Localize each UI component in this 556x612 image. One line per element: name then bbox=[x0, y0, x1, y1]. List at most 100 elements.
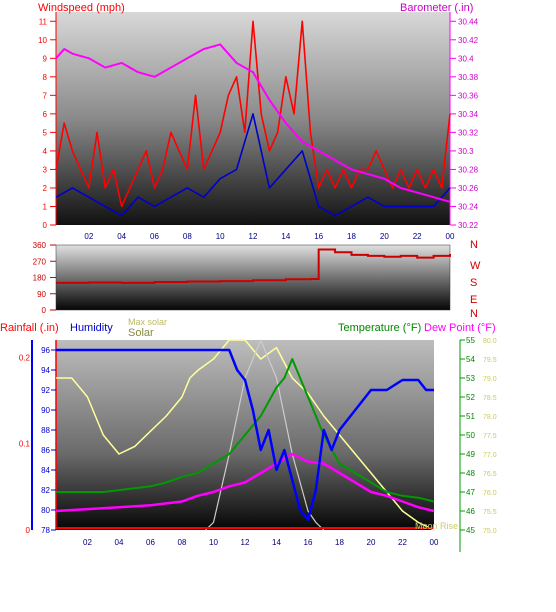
wind-y-tick-label: 9 bbox=[43, 54, 48, 63]
temp-y-tick-label: 52 bbox=[466, 393, 475, 402]
rain-y-tick-label: 0 bbox=[26, 526, 31, 535]
time-tick-label: 12 bbox=[241, 538, 250, 547]
wind-average-line bbox=[55, 113, 451, 217]
moon-rise-label: Moon Rise bbox=[415, 521, 458, 531]
solar-y-tick-label: 78.0 bbox=[483, 414, 497, 421]
compass-label: W bbox=[470, 260, 481, 272]
humidity-y-tick-label: 80 bbox=[41, 506, 50, 515]
wind-y-tick-label: 0 bbox=[43, 221, 48, 230]
time-tick-label: 20 bbox=[380, 232, 389, 241]
baro-y-tick-label: 30.3 bbox=[458, 147, 474, 156]
solar-y-tick-label: 75.5 bbox=[483, 509, 497, 516]
time-tick-label: 10 bbox=[209, 538, 218, 547]
temp-y-tick-label: 46 bbox=[466, 507, 475, 516]
time-tick-label: 00 bbox=[430, 538, 439, 547]
time-tick-label: 08 bbox=[183, 232, 192, 241]
temperature-axis-label: Temperature (°F) bbox=[338, 322, 421, 334]
solar-y-tick-label: 78.5 bbox=[483, 395, 497, 402]
wind-y-tick-label: 8 bbox=[43, 73, 48, 82]
baro-y-tick-label: 30.4 bbox=[458, 54, 474, 63]
solar-axis-label: Solar bbox=[128, 327, 154, 339]
temp-y-tick-label: 47 bbox=[466, 488, 475, 497]
barometer-axis-label: Barometer (.in) bbox=[400, 2, 473, 14]
baro-y-tick-label: 30.44 bbox=[458, 17, 479, 26]
solar-line bbox=[56, 339, 435, 531]
max-solar-label: Max solar bbox=[128, 317, 167, 327]
humidity-y-tick-label: 82 bbox=[41, 486, 50, 495]
solar-y-tick-label: 79.5 bbox=[483, 357, 497, 364]
time-tick-label: 14 bbox=[281, 232, 290, 241]
dewpoint-axis-label: Dew Point (°F) bbox=[424, 322, 496, 334]
rainfall-axis-label: Rainfall (.in) bbox=[0, 322, 59, 334]
time-tick-label: 12 bbox=[249, 232, 258, 241]
compass-label: S bbox=[470, 277, 477, 289]
humidity-y-tick-label: 92 bbox=[41, 386, 50, 395]
temp-y-tick-label: 53 bbox=[466, 374, 475, 383]
time-tick-label: 22 bbox=[413, 232, 422, 241]
direction-y-tick-label: 270 bbox=[33, 257, 47, 266]
solar-y-tick-label: 80.0 bbox=[483, 338, 497, 345]
time-tick-label: 16 bbox=[314, 232, 323, 241]
baro-y-tick-label: 30.38 bbox=[458, 73, 479, 82]
baro-y-tick-label: 30.36 bbox=[458, 91, 479, 100]
baro-y-tick-label: 30.26 bbox=[458, 184, 479, 193]
wind-y-tick-label: 4 bbox=[43, 147, 48, 156]
temp-y-tick-label: 55 bbox=[466, 336, 475, 345]
direction-y-tick-label: 180 bbox=[33, 274, 47, 283]
wind-y-tick-label: 7 bbox=[43, 91, 48, 100]
wind-y-tick-label: 5 bbox=[43, 128, 48, 137]
wind-plot-area bbox=[56, 12, 450, 225]
time-tick-label: 16 bbox=[304, 538, 313, 547]
time-tick-label: 00 bbox=[446, 232, 455, 241]
wind-y-tick-label: 6 bbox=[43, 110, 48, 119]
solar-y-tick-label: 75.0 bbox=[483, 528, 497, 535]
humidity-axis-label: Humidity bbox=[70, 322, 113, 334]
solar-y-tick-label: 76.0 bbox=[483, 490, 497, 497]
compass-label: E bbox=[470, 294, 477, 306]
temperature-line bbox=[56, 358, 435, 503]
direction-y-tick-label: 0 bbox=[42, 306, 47, 315]
rain-y-tick-label: 0.2 bbox=[19, 353, 31, 362]
wind-gust-line bbox=[55, 20, 451, 208]
windspeed-axis-label: Windspeed (mph) bbox=[38, 2, 125, 14]
time-tick-label: 02 bbox=[84, 232, 93, 241]
time-tick-label: 22 bbox=[398, 538, 407, 547]
baro-y-tick-label: 30.28 bbox=[458, 165, 479, 174]
time-tick-label: 14 bbox=[272, 538, 281, 547]
temp-y-tick-label: 51 bbox=[466, 412, 475, 421]
baro-y-tick-label: 30.32 bbox=[458, 128, 479, 137]
wind-y-tick-label: 11 bbox=[39, 17, 48, 26]
temp-y-tick-label: 54 bbox=[466, 355, 475, 364]
time-tick-label: 10 bbox=[216, 232, 225, 241]
dewpoint-line bbox=[55, 452, 435, 513]
direction-y-tick-label: 360 bbox=[33, 241, 47, 250]
time-tick-label: 02 bbox=[83, 538, 92, 547]
temp-y-tick-label: 48 bbox=[466, 469, 475, 478]
compass-label: N bbox=[470, 239, 478, 251]
time-tick-label: 20 bbox=[367, 538, 376, 547]
barometer-line bbox=[55, 43, 451, 203]
baro-y-tick-label: 30.22 bbox=[458, 221, 479, 230]
baro-y-tick-label: 30.42 bbox=[458, 36, 479, 45]
direction-plot-area bbox=[55, 244, 451, 311]
solar-y-tick-label: 76.5 bbox=[483, 471, 497, 478]
time-tick-label: 04 bbox=[115, 538, 124, 547]
wind-y-tick-label: 1 bbox=[43, 202, 48, 211]
solar-y-tick-label: 77.5 bbox=[483, 433, 497, 440]
baro-y-tick-label: 30.24 bbox=[458, 202, 479, 211]
compass-label: N bbox=[470, 308, 478, 320]
time-tick-label: 04 bbox=[117, 232, 126, 241]
humidity-y-tick-label: 96 bbox=[41, 346, 50, 355]
wind-y-tick-label: 10 bbox=[38, 36, 47, 45]
humidity-y-tick-label: 90 bbox=[41, 406, 50, 415]
solar-y-tick-label: 79.0 bbox=[483, 376, 497, 383]
wind-direction-line bbox=[56, 248, 451, 284]
time-tick-label: 18 bbox=[335, 538, 344, 547]
wind-y-tick-label: 3 bbox=[43, 165, 48, 174]
temp-y-tick-label: 49 bbox=[466, 450, 475, 459]
direction-y-tick-label: 90 bbox=[37, 290, 46, 299]
wind-y-tick-label: 2 bbox=[43, 184, 48, 193]
temp-y-tick-label: 50 bbox=[466, 431, 475, 440]
